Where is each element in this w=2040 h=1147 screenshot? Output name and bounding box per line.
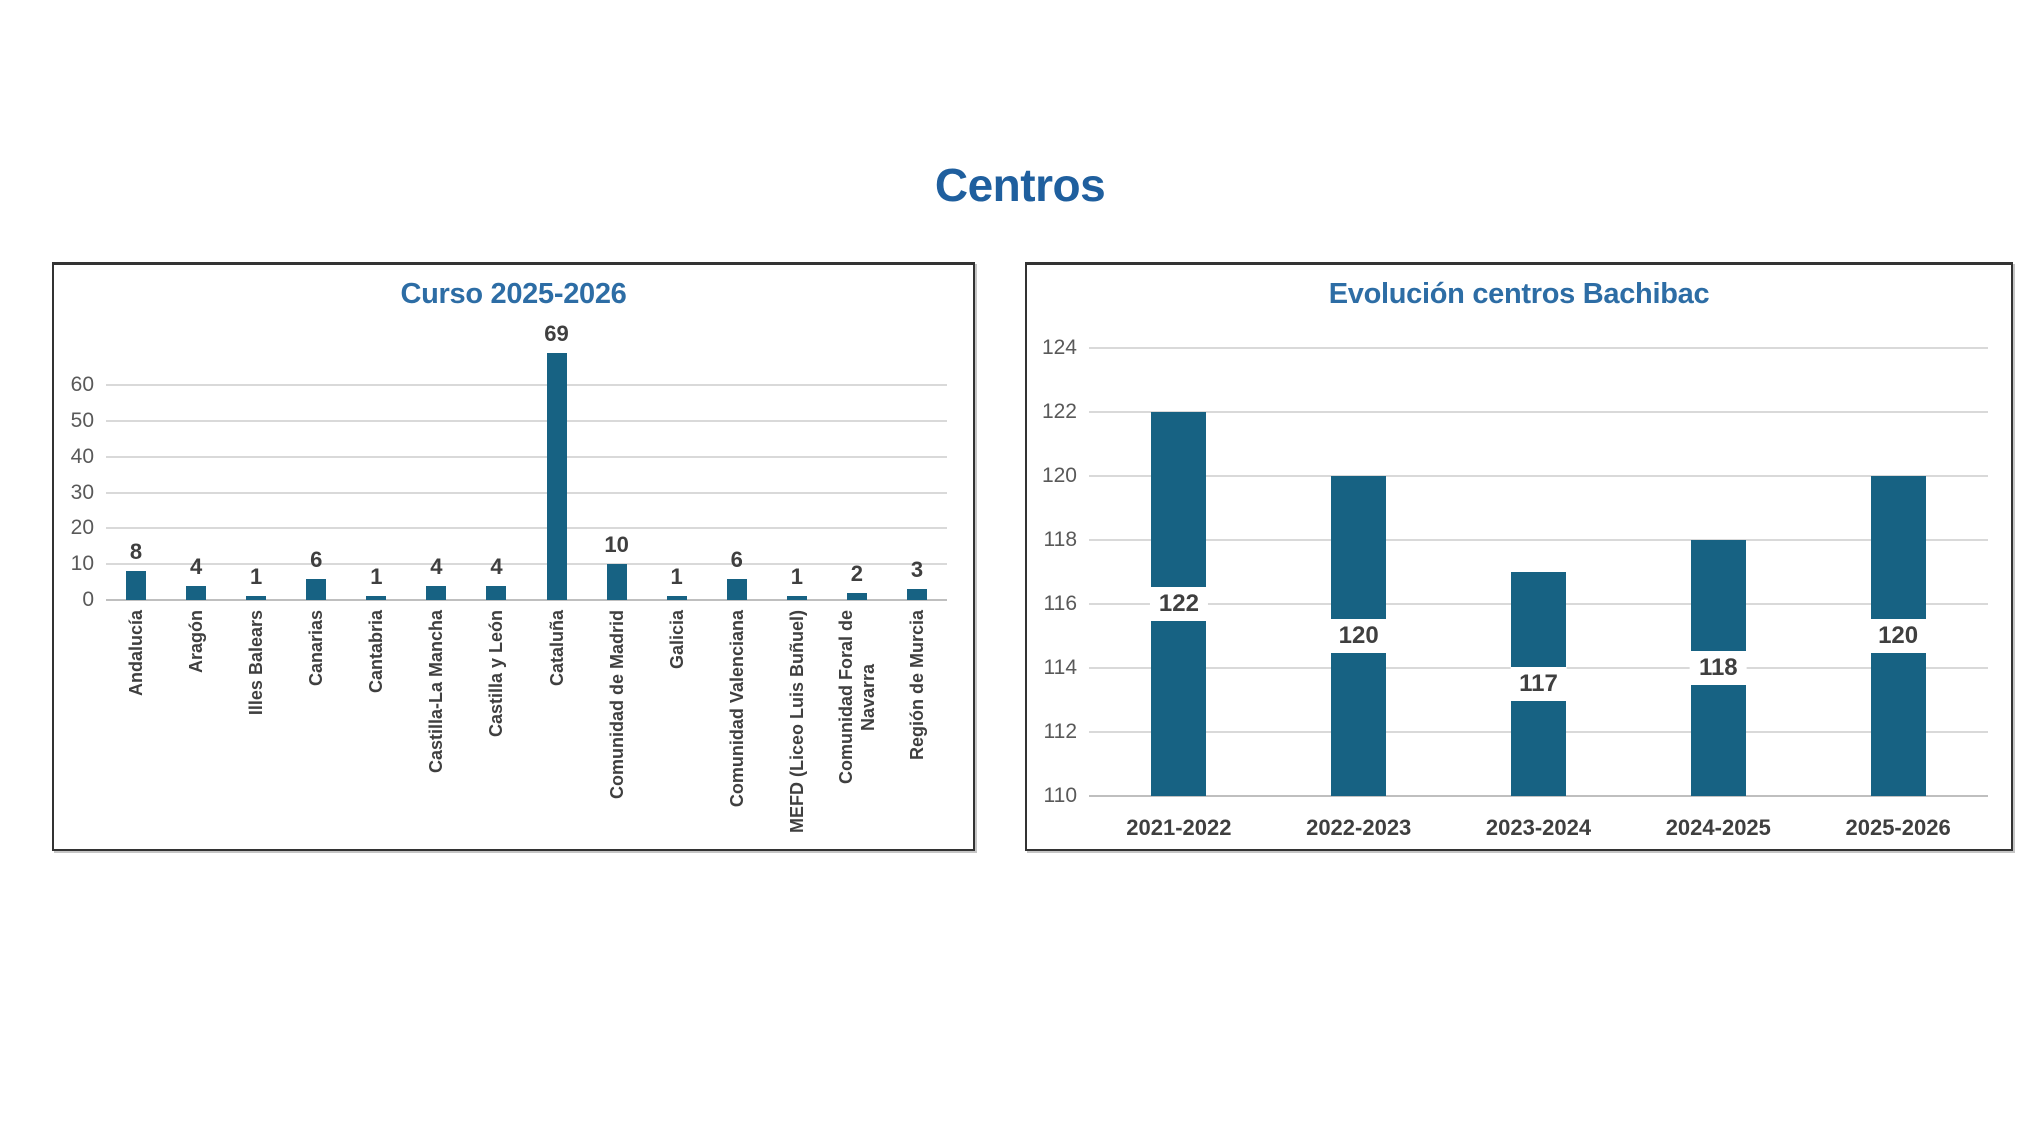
bar [126,571,147,600]
bar-value-label: 10 [604,532,629,558]
bar [606,564,627,600]
plot-area-evolucion: 110 112 114 116 118 120 122 124 122 2021-2022 120 2… [1027,265,2011,849]
y-axis-tick-label: 50 [70,409,94,432]
bar-value-label: 1 [670,564,683,590]
x-axis-category-label: Región de Murcia [906,610,927,761]
bar-value-label: 8 [129,539,143,565]
x-axis-category-label: Cantabria [366,610,387,694]
bar-value-label: 6 [730,546,743,572]
gridline [1089,539,1988,541]
y-axis-tick-label: 60 [70,373,94,397]
x-axis-category-label: Galicia [666,610,687,670]
bar [426,585,447,600]
y-axis-tick-label: 110 [1043,784,1077,807]
x-axis-category-label: Comunidad Foral de Navarra [835,610,878,785]
bar-value-label: 1 [250,564,263,590]
chart-title-curso: Curso 2025-2026 [400,278,627,310]
x-axis-category-label: 2025-2026 [1845,815,1951,840]
bar [906,589,927,600]
bar [486,585,507,600]
y-axis-tick-label: 120 [1041,464,1077,487]
bar-value-label: 4 [490,553,503,579]
bar [246,596,267,600]
y-axis-tick-label: 40 [70,444,94,468]
bar-value-label: 1 [790,564,803,590]
y-axis-tick-label: 30 [70,480,94,504]
y-axis-tick-label: 118 [1043,528,1077,551]
y-axis-tick-label: 0 [82,588,94,611]
gridline [106,455,947,458]
gridline [1089,411,1988,413]
y-axis-tick-label: 122 [1041,400,1077,423]
y-axis-tick-label: 112 [1043,720,1077,743]
chart-title-evolucion: Evolución centros Bachibac [1328,278,1710,310]
bar-value-label: 1 [370,564,383,590]
y-axis-tick-label: 10 [70,552,94,576]
bar-value-label: 4 [430,553,443,579]
x-axis-line [1089,795,1988,797]
bar [786,596,807,600]
gridline [106,527,947,530]
bar-value-label: 3 [910,557,924,583]
x-axis-category-label: Cataluña [546,610,567,687]
x-axis-category-label: Aragón [186,610,207,673]
bar [186,585,207,600]
gridline [106,563,947,566]
bar [306,578,327,600]
bar [726,578,747,600]
gridline [106,420,947,422]
plot-area-curso: 0 10 20 30 40 50 60 8 Andalucía 4 Aragón 1 Illes Bal… [54,265,973,849]
x-axis-line [106,599,947,601]
x-axis-category-label: Castilla-La Mancha [426,610,447,774]
x-axis-category-label: Comunidad de Madrid [606,610,627,799]
bar-value-label: 118 [1689,651,1747,685]
x-axis-category-label: Illes Balears [246,610,267,716]
gridline [106,491,947,494]
x-axis-category-label: 2024-2025 [1665,815,1771,840]
gridline [1089,475,1988,477]
y-axis-tick-label: 114 [1043,656,1077,679]
chart-panel-evolucion: Evolución centros Bachibac 110 112 114 116 1… [1025,262,2013,851]
bar-value-label: 117 [1510,667,1567,701]
bar-value-label: 4 [189,553,203,579]
x-axis-category-label: 2023-2024 [1485,815,1592,840]
page-title: Centros [934,159,1106,211]
bar-value-label: 122 [1149,587,1208,621]
bar-value-label: 6 [310,546,323,572]
gridline [1089,347,1988,349]
x-axis-category-label: Castilla y León [486,610,507,738]
x-axis-category-label: Canarias [306,610,327,687]
y-axis-tick-label: 124 [1041,336,1077,359]
bar-value-label: 120 [1329,619,1388,653]
x-axis-category-label: MEFD (Liceo Luis Buñuel) [786,610,807,833]
x-axis-category-label: 2022-2023 [1306,815,1412,840]
x-axis-category-label: Comunidad Valenciana [726,610,747,808]
bar-value-label: 120 [1869,619,1928,653]
bar [666,596,687,600]
gridline [106,384,947,387]
chart-panel-curso: Curso 2025-2026 0 10 20 30 40 50 60 8 Andalucía 4… [52,262,975,851]
bar-value-label: 2 [850,560,864,586]
x-axis-category-label: 2021-2022 [1126,815,1232,840]
y-axis-tick-label: 20 [70,516,94,540]
y-axis-tick-label: 116 [1043,592,1077,615]
bar [546,352,567,600]
bar [366,596,387,600]
bar [846,592,867,600]
bar-value-label: 69 [544,320,569,346]
x-axis-category-label: Andalucía [126,610,147,697]
